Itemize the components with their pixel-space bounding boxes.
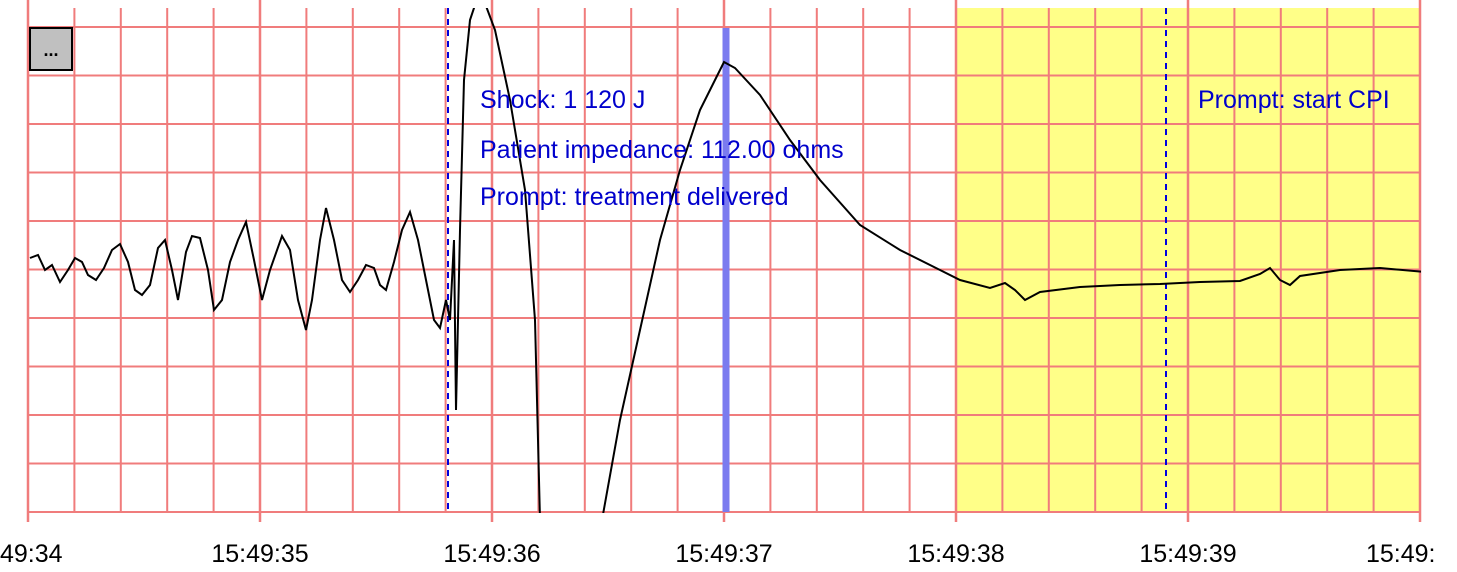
- ecg-trace: [29, 8, 1421, 513]
- time-label: 15:49:37: [675, 540, 772, 567]
- annotation: Shock: 1 120 J: [480, 86, 645, 114]
- button-frame[interactable]: [29, 27, 73, 71]
- annotation: Patient impedance: 112.00 ohms: [480, 136, 844, 164]
- button-label[interactable]: ...: [43, 40, 58, 60]
- time-axis: 49:34 15:49:35 15:49:36 15:49:37 15:49:38 15:…: [0, 540, 1436, 568]
- time-label: 15:49:38: [907, 540, 1004, 567]
- annotation: Prompt: treatment delivered: [480, 183, 788, 211]
- time-label: 15:49:35: [211, 540, 308, 567]
- grid: [26, 0, 1422, 522]
- time-label: 15:49:: [1366, 540, 1436, 567]
- time-label: 15:49:36: [443, 540, 540, 567]
- time-label: 49:34: [0, 540, 63, 567]
- annotation: Prompt: start CPI: [1198, 86, 1390, 114]
- time-label: 15:49:39: [1139, 540, 1236, 567]
- toolbar-button[interactable]: ...: [29, 27, 73, 71]
